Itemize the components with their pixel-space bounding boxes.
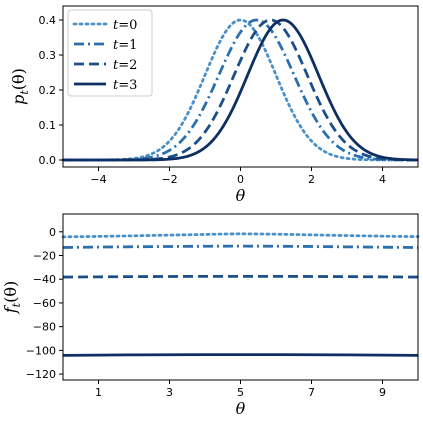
bottom-x-tick-label-0: 1 — [95, 386, 102, 399]
top-series-line-3 — [63, 18, 419, 162]
top-chart-panel: −4 −2 0 2 4 0.0 0.1 0.2 0.3 0.4 θ pt(θ) t=0 t=1 t=2 t=3 — [9, 5, 420, 205]
top-y-axis-label-arg: (θ) — [9, 68, 28, 90]
bottom-series-line-3 — [62, 353, 419, 357]
bottom-series-line-2 — [62, 274, 419, 279]
top-y-axis-label-sub: t — [18, 90, 31, 95]
legend: t=0 t=1 t=2 t=3 — [67, 9, 153, 97]
top-y-axis-label-main: p — [9, 95, 28, 105]
bottom-y-tick-label-2: −40 — [33, 273, 56, 286]
bottom-y-tick-label-1: −20 — [33, 250, 56, 263]
top-x-axis-label: θ — [236, 186, 246, 205]
top-series-line-1 — [63, 18, 419, 162]
top-y-tick-label-0: 0.0 — [39, 154, 57, 167]
bottom-chart-panel: 1 3 5 7 9 0 −20 −40 −60 −80 −100 −120 θ ft(θ) — [1, 213, 420, 418]
top-x-tick-label-2: 0 — [237, 173, 244, 186]
bottom-y-tick-label-0: 0 — [49, 226, 56, 239]
bottom-series-line-1 — [62, 244, 419, 249]
top-y-tick-label-2: 0.2 — [39, 84, 57, 97]
top-x-tick-label-0: −4 — [90, 173, 106, 186]
top-y-tick-label-3: 0.3 — [39, 49, 57, 62]
bottom-y-tick-label-6: −120 — [26, 368, 56, 381]
legend-label-0: t=0 — [113, 18, 137, 33]
bottom-x-tick-label-4: 9 — [379, 386, 386, 399]
legend-label-1: t=1 — [113, 38, 137, 53]
bottom-y-axis-label: ft(θ) — [1, 281, 23, 314]
bottom-x-tick-label-3: 7 — [308, 386, 315, 399]
legend-label-2: t=2 — [113, 58, 137, 73]
bottom-y-tick-label-4: −80 — [33, 321, 56, 334]
bottom-y-tick-label-3: −60 — [33, 297, 56, 310]
bottom-series-line-0 — [61, 232, 420, 239]
top-y-axis-label: pt(θ) — [9, 68, 31, 105]
bottom-y-axis-label-sub: t — [10, 302, 23, 307]
top-x-tick-label-1: −2 — [161, 173, 177, 186]
top-y-tick-label-4: 0.4 — [39, 14, 57, 27]
top-x-tick-label-4: 4 — [379, 173, 386, 186]
bottom-y-tick-label-5: −100 — [26, 344, 56, 357]
bottom-x-axis-label: θ — [236, 399, 246, 418]
legend-box — [67, 9, 153, 97]
top-y-tick-label-1: 0.1 — [39, 119, 57, 132]
top-series-line-2 — [63, 18, 419, 162]
bottom-y-axis-label-arg: (θ) — [1, 281, 20, 303]
bottom-x-tick-label-1: 3 — [166, 386, 173, 399]
bottom-y-axis-label-main: f — [1, 304, 20, 314]
bottom-x-tick-label-2: 5 — [237, 386, 244, 399]
top-x-tick-label-3: 2 — [308, 173, 315, 186]
legend-label-3: t=3 — [113, 78, 137, 93]
